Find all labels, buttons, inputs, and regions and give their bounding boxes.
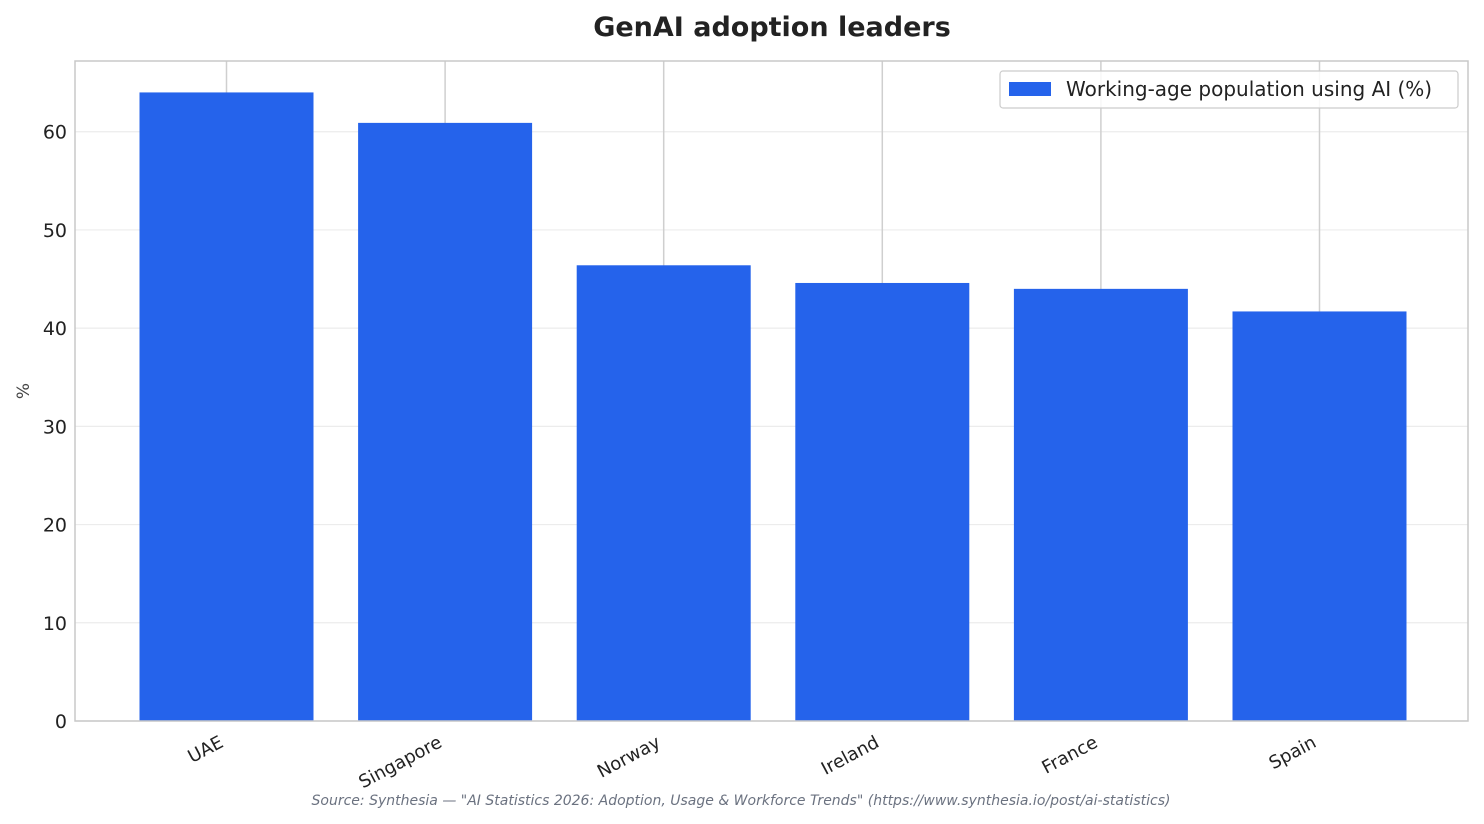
legend-swatch xyxy=(1009,82,1051,96)
bar-spain xyxy=(1232,311,1407,721)
y-tick-label: 10 xyxy=(43,613,67,635)
bar-norway xyxy=(576,265,751,721)
y-axis-ticks: 0 10 20 30 40 50 60 xyxy=(43,122,67,733)
bars xyxy=(139,92,1407,721)
y-tick-label: 50 xyxy=(43,220,67,242)
legend-box xyxy=(999,70,1459,109)
x-axis-ticks: UAE Singapore Norway Ireland France Spain xyxy=(184,732,1319,793)
x-tick-label: UAE xyxy=(184,732,226,768)
x-tick-label: Norway xyxy=(594,732,664,783)
y-axis-label: % xyxy=(14,383,34,399)
y-tick-label: 40 xyxy=(43,318,67,340)
y-tick-label: 0 xyxy=(55,711,67,733)
plot-frame xyxy=(74,60,1469,722)
x-tick-label: Spain xyxy=(1266,732,1320,774)
bar-france xyxy=(1013,288,1188,721)
y-tick-label: 20 xyxy=(43,515,67,537)
x-tick-label: Ireland xyxy=(818,732,883,780)
bar-singapore xyxy=(358,122,533,721)
bar-uae xyxy=(139,92,314,721)
chart-title: GenAI adoption leaders xyxy=(593,12,951,43)
x-tick-label: France xyxy=(1039,732,1102,779)
legend: Working-age population using AI (%) xyxy=(999,70,1459,109)
y-tick-label: 60 xyxy=(43,122,67,144)
source-note: Source: Synthesia — "AI Statistics 2026:… xyxy=(312,793,1171,809)
x-tick-label: Singapore xyxy=(355,732,445,793)
legend-label: Working-age population using AI (%) xyxy=(1066,77,1432,101)
bar-ireland xyxy=(795,282,970,721)
y-tick-label: 30 xyxy=(43,416,67,438)
